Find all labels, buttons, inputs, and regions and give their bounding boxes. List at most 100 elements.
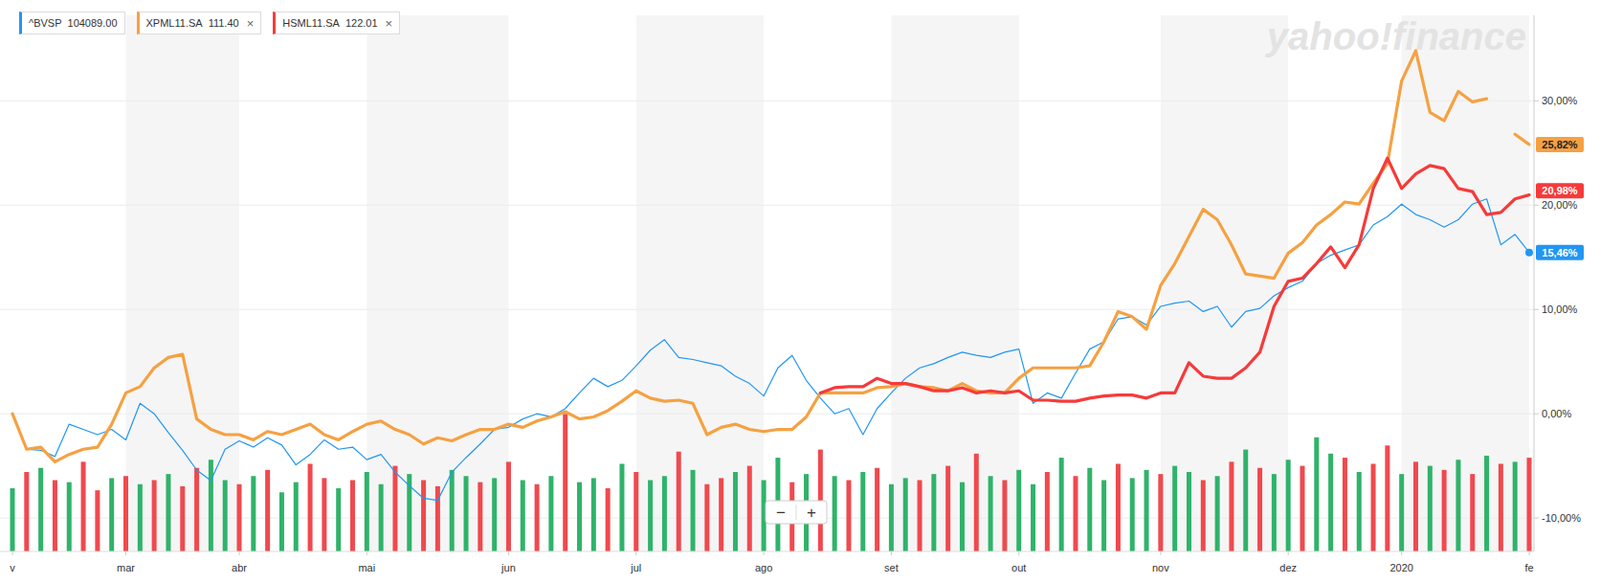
x-tick: [763, 551, 765, 556]
x-tick: [508, 551, 510, 556]
zoom-control: −+: [765, 500, 827, 524]
volume-bar: [1399, 473, 1404, 552]
volume-bar: [350, 480, 356, 553]
volume-bar: [392, 466, 398, 552]
volume-bar: [931, 473, 936, 552]
volume-bar: [194, 467, 200, 552]
x-tick-label: ago: [755, 561, 773, 574]
legend-item: XPML11.SA 111.40 ×: [136, 11, 263, 35]
volume-bar: [733, 471, 738, 552]
x-tick: [1159, 551, 1161, 556]
zoom-button[interactable]: +: [806, 503, 817, 522]
volume-bar: [647, 480, 653, 553]
volume-bar: [1455, 459, 1461, 552]
volume-bar: [662, 475, 667, 552]
volume-bar: [718, 477, 724, 552]
volume-bar: [1286, 459, 1291, 552]
volume-bar: [94, 489, 100, 552]
zoom-box: [765, 500, 827, 524]
volume-bar: [860, 471, 866, 552]
volume-bar: [1059, 457, 1065, 552]
zoom-divider: [796, 504, 798, 520]
x-tick: [635, 551, 637, 556]
end-label-box: [1535, 136, 1584, 153]
end-label-text: 25,82%: [1541, 138, 1578, 151]
volume-bar: [832, 475, 838, 552]
series-line: [12, 50, 1530, 462]
volume-bar: [1215, 475, 1221, 552]
volume-bar: [903, 477, 909, 552]
y-tick-label: -10,00%: [1541, 511, 1581, 524]
x-tick: [1288, 551, 1289, 556]
y-tick: [1533, 204, 1539, 206]
volume-bar: [562, 413, 568, 552]
volume-bar: [1356, 471, 1362, 552]
series-lines: [12, 50, 1530, 501]
legend-price: 111.40: [208, 17, 240, 29]
end-label: 25,82%: [1535, 136, 1584, 153]
volume-bar: [974, 453, 979, 552]
volume-bar: [1484, 455, 1489, 552]
volume-bar: [1087, 467, 1092, 552]
volume-bar: [52, 480, 58, 553]
end-label: 20,98%: [1535, 182, 1584, 199]
volume-bar: [109, 477, 114, 552]
volume-bar: [619, 463, 624, 552]
volume-bar: [421, 480, 426, 553]
volume-bar: [874, 467, 880, 552]
volume-bar: [1271, 473, 1277, 552]
volume-bar: [704, 484, 710, 552]
grid-line: [0, 100, 1534, 102]
grid-line: [0, 204, 1534, 206]
volume-bar: [491, 477, 497, 552]
volume-bar: [10, 488, 16, 552]
volume-bar: [1512, 461, 1518, 552]
x-tick: [1529, 551, 1531, 556]
legend-item: ^BVSP104089.00: [19, 11, 126, 35]
volume-bar: [152, 480, 157, 553]
volume-bar: [548, 475, 554, 552]
y-tick: [1533, 309, 1539, 311]
x-tick: [366, 551, 368, 556]
volume-bar: [265, 469, 270, 552]
x-tick: [239, 551, 241, 556]
month-band: [636, 15, 764, 552]
volume-bar: [1001, 480, 1007, 553]
grid-line: [0, 309, 1534, 311]
volume-bar: [179, 486, 185, 552]
x-tick-label: set: [884, 561, 899, 574]
y-tick: [1533, 413, 1539, 415]
volume-bar: [959, 482, 965, 552]
volume-bar: [250, 475, 256, 552]
legend-remove[interactable]: ×: [385, 16, 394, 31]
zoom-button[interactable]: −: [776, 503, 786, 522]
volume-bar: [1172, 466, 1178, 552]
x-tick-label: nov: [1152, 561, 1170, 574]
volume-bar: [449, 469, 455, 552]
volume-bar: [506, 461, 512, 552]
volume-bar: [1469, 473, 1475, 552]
month-bands: [126, 15, 1530, 552]
end-label-box: [1535, 244, 1584, 261]
volume-bar: [676, 451, 682, 552]
x-tick-label: jun: [500, 561, 516, 574]
x-tick-label: mai: [357, 561, 376, 574]
month-band: [1160, 15, 1289, 552]
volume-bar: [1101, 480, 1107, 553]
volume-bar: [364, 471, 370, 552]
legend-name: XPML11.SA: [146, 17, 203, 29]
volume-bar: [1016, 469, 1022, 552]
volume-bar: [1342, 457, 1348, 552]
volume-bar: [534, 484, 540, 552]
legend-remove[interactable]: ×: [246, 16, 255, 31]
x-tick-label: jul: [629, 561, 642, 574]
volume-bar: [66, 482, 72, 552]
x-tick: [1400, 551, 1402, 556]
x-tick-label: abr: [231, 561, 247, 574]
grid: [0, 100, 1534, 518]
volume-bar: [165, 473, 171, 552]
volume-bar: [222, 480, 228, 553]
legend-price: 104089.00: [67, 17, 118, 29]
volume-bar: [1498, 463, 1504, 552]
volume-bar: [1115, 463, 1121, 552]
